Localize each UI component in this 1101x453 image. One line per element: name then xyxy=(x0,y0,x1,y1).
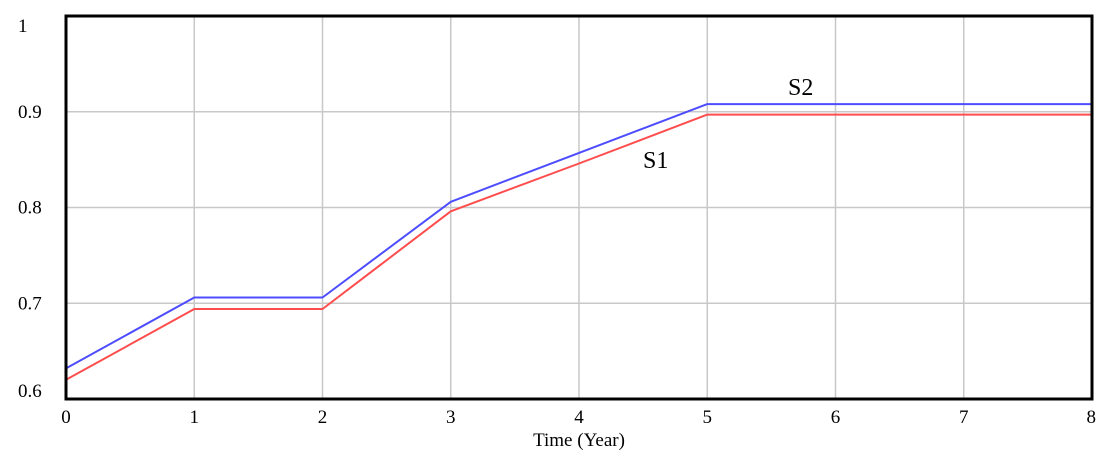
x-tick-label: 6 xyxy=(831,407,841,428)
x-tick-label: 2 xyxy=(318,407,328,428)
series-line-s2 xyxy=(65,103,1092,370)
x-axis-ticks: 0 1 2 3 4 5 6 7 8 xyxy=(61,407,1096,428)
y-axis-ticks: 0.6 0.7 0.8 0.9 1 xyxy=(18,16,42,402)
grid-lines xyxy=(66,16,1092,399)
series-label-s1: S1 xyxy=(643,148,668,174)
series-lines xyxy=(65,103,1092,381)
x-tick-label: 7 xyxy=(959,407,969,428)
x-axis-title: Time (Year) xyxy=(533,430,625,451)
y-tick-label: 0.7 xyxy=(18,293,42,314)
x-tick-label: 5 xyxy=(703,407,713,428)
x-tick-label: 4 xyxy=(574,407,584,428)
y-tick-label: 0.6 xyxy=(18,381,42,402)
y-tick-label: 1 xyxy=(18,16,28,37)
x-tick-label: 1 xyxy=(190,407,200,428)
y-tick-label: 0.8 xyxy=(18,198,42,219)
x-tick-label: 3 xyxy=(446,407,456,428)
series-label-s2: S2 xyxy=(788,75,813,101)
y-tick-label: 0.9 xyxy=(18,102,42,123)
x-tick-label: 0 xyxy=(61,407,71,428)
plot-frame xyxy=(64,14,1094,401)
x-tick-label: 8 xyxy=(1087,407,1097,428)
series-line-s1 xyxy=(65,113,1092,381)
